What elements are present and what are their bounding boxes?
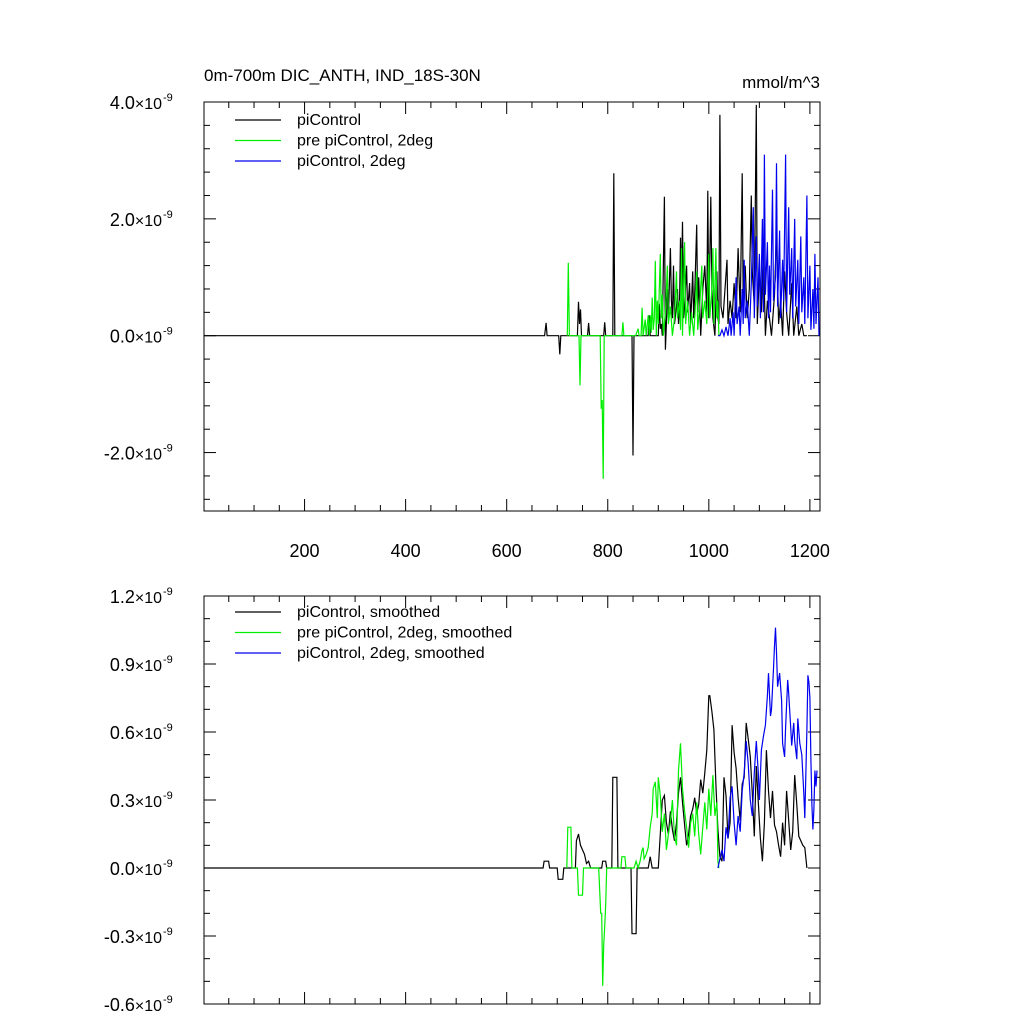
plot-frame [203, 101, 821, 512]
legend-label: piControl [297, 112, 361, 129]
y-tick-label: -2.0×10 [104, 444, 162, 464]
series-line-1 [204, 695, 808, 935]
y-tick-label: 1.2×10 [110, 587, 162, 607]
series-line-2 [566, 743, 720, 986]
x-tick-label: 400 [391, 541, 421, 561]
y-tick-label: 4.0×10 [110, 93, 162, 113]
legend-label: pre piControl, 2deg, smoothed [297, 625, 512, 642]
y-tick-exponent: -9 [163, 209, 173, 221]
legend-label: piControl, 2deg, smoothed [297, 645, 485, 662]
y-tick-exponent: -9 [163, 326, 173, 338]
y-tick-exponent: -9 [163, 92, 173, 104]
series-line-3 [717, 627, 818, 869]
y-tick-exponent: -9 [163, 926, 173, 938]
x-tick-label: 800 [593, 541, 623, 561]
chart-title: 0m-700m DIC_ANTH, IND_18S-30N [204, 66, 481, 85]
x-tick-label: 600 [492, 541, 522, 561]
y-tick-label: 0.3×10 [110, 791, 162, 811]
y-tick-exponent: -9 [163, 790, 173, 802]
y-tick-exponent: -9 [163, 858, 173, 870]
units-label: mmol/m^3 [742, 73, 820, 92]
y-tick-exponent: -9 [163, 443, 173, 455]
y-tick-label: 2.0×10 [110, 210, 162, 230]
y-tick-exponent: -9 [163, 654, 173, 666]
y-tick-label: -0.3×10 [104, 927, 162, 947]
x-tick-label: 200 [290, 541, 320, 561]
y-tick-label: 0.0×10 [110, 327, 162, 347]
series-line-2 [566, 242, 720, 479]
bottom-panel: -0.6×10 -9-0.3×10 -90.0×10 -90.3×10 -90.6×10… [104, 586, 821, 1015]
y-tick-exponent: -9 [163, 722, 173, 734]
y-tick-label: 0.9×10 [110, 655, 162, 675]
legend-label: pre piControl, 2deg [297, 133, 433, 150]
y-tick-label: 0.0×10 [110, 859, 162, 879]
legend-label: piControl, smoothed [297, 604, 440, 621]
series-line-1 [204, 104, 807, 456]
y-tick-label: -0.6×10 [104, 995, 162, 1015]
legend-label: piControl, 2deg [297, 153, 406, 170]
top-panel: 200 400 600 800 1000 1200-2.0×10 -90.0×10 -92.0… [104, 92, 830, 561]
x-tick-label: 1200 [790, 541, 830, 561]
series-line-3 [717, 154, 820, 338]
y-tick-exponent: -9 [163, 994, 173, 1006]
x-tick-label: 1000 [689, 541, 729, 561]
y-tick-exponent: -9 [163, 586, 173, 598]
y-tick-label: 0.6×10 [110, 723, 162, 743]
